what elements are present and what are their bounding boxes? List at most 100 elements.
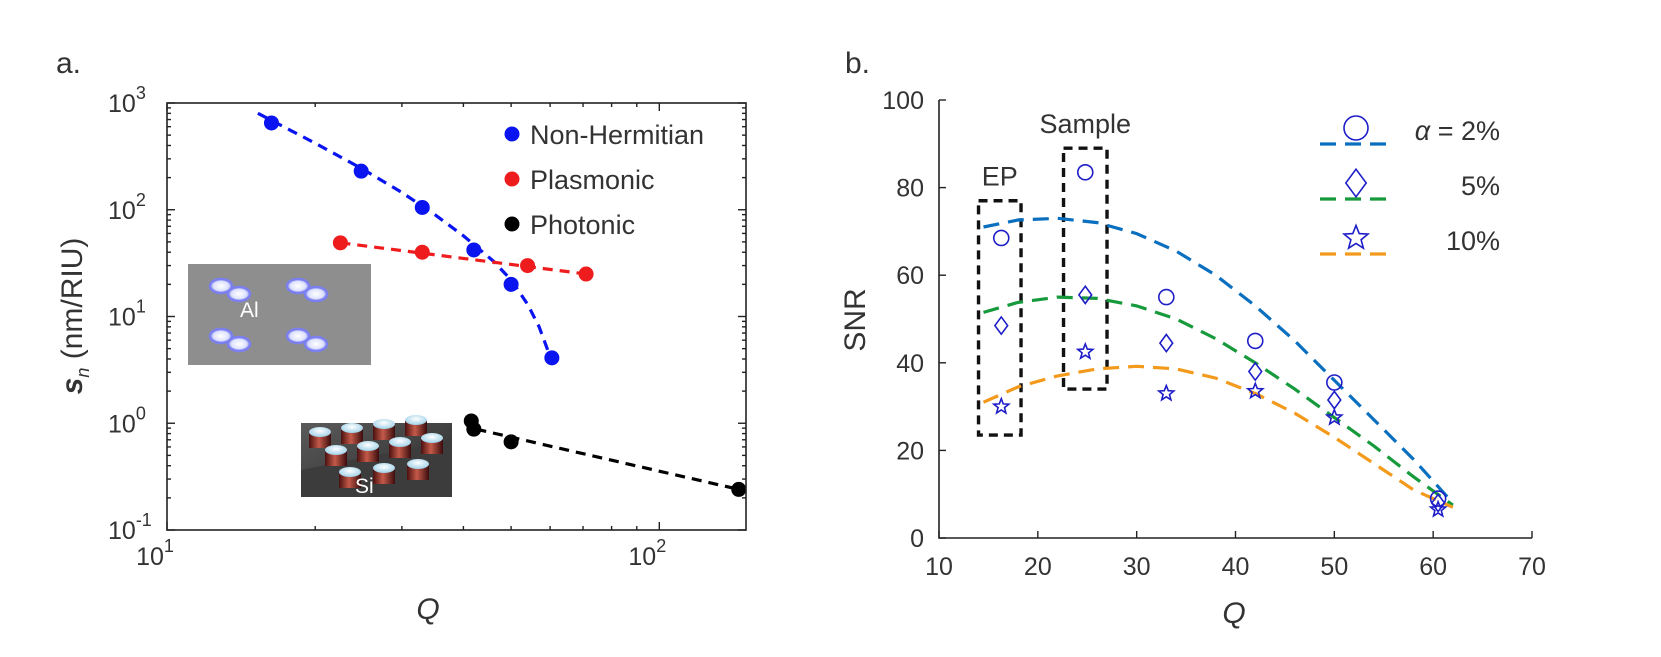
point-circle xyxy=(1158,288,1175,306)
panel-a-label: a. xyxy=(56,47,81,80)
point-diamond xyxy=(1247,361,1263,382)
si-pillar-top-icon xyxy=(325,445,347,455)
panel-a-legend: Non-Hermitian Plasmonic Photonic xyxy=(504,120,704,240)
x-tick-label: 60 xyxy=(1419,553,1447,581)
al-disk-icon xyxy=(226,335,252,353)
point-circle xyxy=(992,229,1010,247)
y-tick-label: 103 xyxy=(108,83,146,118)
panel-a-plot-frame xyxy=(166,102,747,531)
point-star xyxy=(991,396,1011,415)
panel-b-axes xyxy=(938,100,1532,539)
y-title-sub: n xyxy=(73,368,93,378)
si-pillar-top-icon xyxy=(357,441,379,451)
point-plasmonic xyxy=(520,258,536,274)
legend-marker-non-hermitian xyxy=(504,126,520,142)
al-disk-icon xyxy=(226,285,252,303)
x-tick-label: 10 xyxy=(925,553,953,581)
al-disk-icon xyxy=(303,285,329,303)
panel-b-x-axis-title: Q xyxy=(1222,597,1245,630)
panel-b-label: b. xyxy=(845,47,870,80)
y-tick-label: 10-1 xyxy=(108,510,152,545)
legend-marker-photonic xyxy=(504,216,520,232)
y-title-main: s xyxy=(56,378,89,395)
panel-b-y-axis-title: SNR xyxy=(839,288,872,351)
legend-label-plasmonic: Plasmonic xyxy=(530,165,655,195)
al-disk-icon xyxy=(285,327,311,345)
legend-label-non-hermitian: Non-Hermitian xyxy=(530,120,704,150)
point-diamond xyxy=(1326,390,1342,411)
y-tick-label: 0 xyxy=(910,525,924,553)
annotation-label-sample: Sample xyxy=(1039,109,1131,139)
point-circle xyxy=(1246,332,1264,350)
x-tick-label: 101 xyxy=(136,536,174,571)
point-non-hermitian xyxy=(544,350,560,366)
panel-b-points xyxy=(991,163,1448,518)
si-pillar-top-icon xyxy=(341,423,363,433)
legend-label-10: 10% xyxy=(1446,226,1500,256)
legend-marker-diamond xyxy=(1344,167,1368,199)
inset-al-label: Al xyxy=(240,299,259,322)
inset-si-label: Si xyxy=(355,475,374,498)
point-circle xyxy=(1076,163,1094,181)
x-tick-label: 102 xyxy=(628,536,666,571)
y-tick-label: 40 xyxy=(896,350,924,378)
point-star xyxy=(1075,341,1095,361)
point-star xyxy=(1324,407,1344,426)
point-plasmonic xyxy=(332,235,348,251)
inset-si-image: Si xyxy=(301,415,452,498)
si-pillar-top-icon xyxy=(373,419,395,429)
point-star xyxy=(1245,381,1265,400)
legend-marker-star xyxy=(1341,223,1371,251)
y-title-unit: (nm/RIU) xyxy=(56,238,89,368)
annotation-box-ep xyxy=(976,199,1023,437)
si-pillar-top-icon xyxy=(421,433,443,443)
panel-a-ticks: 101 102 10-1 100 101 102 103 xyxy=(108,83,746,571)
y-tick-label: 20 xyxy=(896,437,924,465)
point-diamond xyxy=(993,315,1009,336)
panel-a: a. 101 102 10-1 100 101 102 103 Al Si Non-Herm… xyxy=(56,47,747,626)
fit-line-photonic xyxy=(476,427,740,491)
al-disk-icon xyxy=(208,327,234,345)
legend-label-2: α = 2% xyxy=(1415,116,1500,146)
point-diamond xyxy=(1158,333,1174,354)
y-tick-label: 102 xyxy=(108,190,146,225)
legend-label-photonic: Photonic xyxy=(530,210,635,240)
y-tick-label: 80 xyxy=(896,175,924,203)
x-tick-label: 30 xyxy=(1123,553,1151,581)
point-plasmonic xyxy=(414,244,430,260)
x-tick-label: 20 xyxy=(1024,553,1052,581)
point-photonic xyxy=(466,421,482,437)
point-plasmonic xyxy=(578,266,594,282)
al-disk-icon xyxy=(303,335,329,353)
y-tick-label: 100 xyxy=(108,403,146,438)
si-pillar-top-icon xyxy=(407,459,429,469)
panel-b-fit-lines xyxy=(982,216,1455,509)
point-non-hermitian xyxy=(263,115,279,131)
point-circle xyxy=(1326,374,1343,391)
point-diamond xyxy=(1430,492,1446,513)
si-pillar-top-icon xyxy=(389,437,411,447)
point-star xyxy=(1428,499,1448,518)
y-tick-label: 60 xyxy=(896,262,924,290)
fit-line-2 xyxy=(983,216,1455,505)
point-non-hermitian xyxy=(414,199,430,215)
panel-b-annotation-boxes: EP Sample xyxy=(976,109,1131,437)
x-tick-label: 40 xyxy=(1222,553,1250,581)
annotation-box-sample xyxy=(1061,146,1109,391)
point-circle xyxy=(1429,490,1447,507)
panel-a-y-axis-title: sn (nm/RIU) xyxy=(56,238,93,395)
fit-line-5 xyxy=(983,295,1454,507)
point-photonic xyxy=(731,481,747,497)
panel-b: b. 10 20 30 40 50 60 70 0 20 40 60 80 100 EP Sample α… xyxy=(839,47,1546,630)
panel-a-x-axis-title: Q xyxy=(416,593,439,626)
si-pillar-top-icon xyxy=(309,427,331,437)
annotation-label-ep: EP xyxy=(982,162,1018,192)
al-disk-icon xyxy=(208,277,234,295)
al-disk-icon xyxy=(285,277,311,295)
point-non-hermitian xyxy=(466,242,482,258)
point-non-hermitian xyxy=(503,276,519,292)
point-photonic xyxy=(503,434,519,450)
fit-line-10 xyxy=(982,364,1454,509)
x-tick-label: 50 xyxy=(1320,553,1348,581)
